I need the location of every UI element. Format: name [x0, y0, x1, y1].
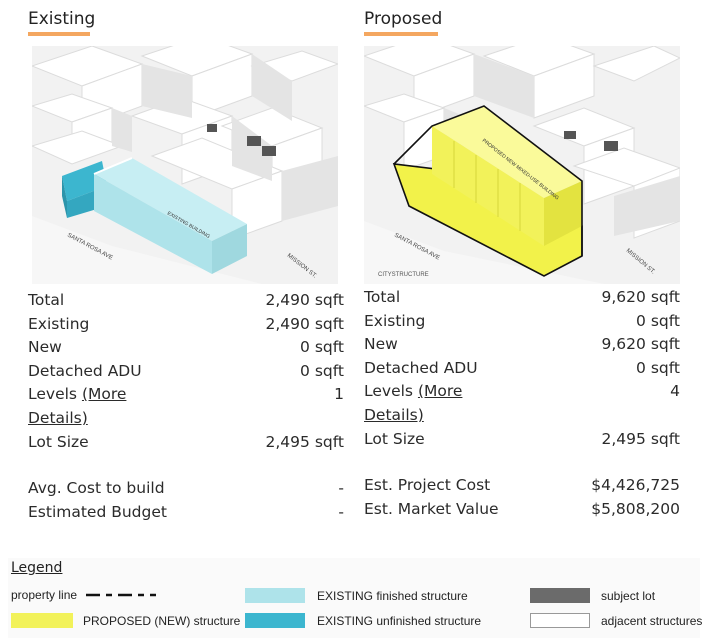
proposed-total-value: 9,620 sqft — [601, 288, 680, 306]
proposed-title: Proposed — [364, 9, 443, 29]
existing-adu-row: Detached ADU 0 sqft — [28, 360, 344, 384]
proposed-total-row: Total 9,620 sqft — [364, 286, 680, 310]
proposed-panel: Proposed — [364, 0, 684, 518]
existing-title: Existing — [28, 9, 96, 29]
proposed-lot-row: Lot Size 2,495 sqft — [364, 428, 680, 452]
proposed-cost-value: $4,426,725 — [591, 476, 680, 495]
proposed-adu-label: Detached ADU — [364, 358, 478, 377]
proposed-swatch — [11, 613, 73, 628]
proposed-adu-row: Detached ADU 0 sqft — [364, 357, 680, 381]
proposed-3d-render: PROPOSED NEW MIXED-USE BUILDING SANTA RO… — [364, 46, 680, 284]
existing-adu-value: 0 sqft — [300, 361, 344, 380]
existing-levels-label: Levels — [28, 385, 77, 404]
proposed-cost-label: Est. Project Cost — [364, 476, 491, 495]
existing-cost-row: Avg. Cost to build - — [28, 477, 344, 501]
proposed-existing-row: Existing 0 sqft — [364, 310, 680, 334]
proposed-new-label: New — [364, 335, 398, 354]
existing-budget-row: Estimated Budget - — [28, 501, 344, 525]
proposed-new-value: 9,620 sqft — [601, 335, 680, 354]
existing-new-label: New — [28, 338, 62, 357]
proposed-stats: Total 9,620 sqft Existing 0 sqft New 9,6… — [364, 286, 680, 521]
proposed-total-label: Total — [364, 288, 401, 306]
existing-existing-label: Existing — [28, 314, 90, 333]
legend-proposed-label: PROPOSED (NEW) structure — [83, 614, 241, 628]
existing-panel: Existing — [28, 0, 348, 521]
existing-total-value: 2,490 sqft — [265, 291, 344, 309]
property-line-swatch — [86, 593, 156, 597]
proposed-lot-value: 2,495 sqft — [601, 429, 680, 448]
existing-budget-label: Estimated Budget — [28, 502, 167, 521]
legend-subject-lot-label: subject lot — [601, 589, 656, 603]
proposed-new-row: New 9,620 sqft — [364, 333, 680, 357]
proposed-market-value: $5,808,200 — [591, 499, 680, 518]
subject-lot-swatch — [530, 588, 590, 603]
existing-more-details-link[interactable]: (More — [81, 385, 127, 404]
proposed-market-label: Est. Market Value — [364, 499, 499, 518]
proposed-levels-row: Levels (More 4 — [364, 380, 680, 404]
existing-total-row: Total 2,490 sqft — [28, 289, 344, 313]
proposed-lot-label: Lot Size — [364, 429, 425, 448]
existing-finished-swatch — [245, 588, 305, 603]
existing-levels-row: Levels (More 1 — [28, 383, 344, 407]
existing-new-value: 0 sqft — [300, 338, 344, 357]
legend-adjacent-label: adjacent structures — [601, 614, 703, 628]
existing-total-label: Total — [28, 291, 65, 309]
legend-title: Legend — [11, 560, 63, 576]
legend-property-line-label: property line — [11, 588, 78, 602]
legend-existing-unfinished-label: EXISTING unfinished structure — [317, 614, 482, 628]
existing-stats: Total 2,490 sqft Existing 2,490 sqft New… — [28, 289, 344, 524]
existing-unfinished-swatch — [245, 613, 305, 628]
adjacent-swatch — [530, 613, 590, 628]
existing-details-link[interactable]: Details) — [28, 408, 88, 427]
existing-title-underline — [28, 32, 90, 36]
proposed-watermark: CITYSTRUCTURE — [378, 272, 429, 278]
proposed-existing-label: Existing — [364, 311, 426, 330]
existing-lot-row: Lot Size 2,495 sqft — [28, 431, 344, 455]
proposed-levels-value: 4 — [670, 382, 680, 401]
existing-existing-value: 2,490 sqft — [265, 314, 344, 333]
proposed-adu-value: 0 sqft — [636, 358, 680, 377]
existing-adu-label: Detached ADU — [28, 361, 142, 380]
existing-3d-render: EXISTING BUILDING SANTA ROSA AVE MISSION… — [32, 46, 338, 284]
existing-lot-label: Lot Size — [28, 432, 89, 451]
proposed-details-link[interactable]: Details) — [364, 405, 424, 424]
existing-new-row: New 0 sqft — [28, 336, 344, 360]
proposed-cost-row: Est. Project Cost $4,426,725 — [364, 474, 680, 498]
existing-existing-row: Existing 2,490 sqft — [28, 313, 344, 337]
existing-cost-value: - — [338, 479, 344, 498]
legend-existing-finished-label: EXISTING finished structure — [317, 589, 468, 603]
legend-panel: Legend property line PROPOSED (NEW) stru… — [8, 558, 703, 638]
proposed-market-row: Est. Market Value $5,808,200 — [364, 498, 680, 522]
existing-levels-value: 1 — [334, 385, 344, 404]
proposed-levels-label: Levels — [364, 382, 413, 401]
proposed-title-underline — [364, 32, 438, 36]
existing-lot-value: 2,495 sqft — [265, 432, 344, 451]
proposed-existing-value: 0 sqft — [636, 311, 680, 330]
existing-budget-value: - — [338, 502, 344, 521]
proposed-more-details-link[interactable]: (More — [417, 382, 463, 401]
existing-cost-label: Avg. Cost to build — [28, 479, 165, 498]
